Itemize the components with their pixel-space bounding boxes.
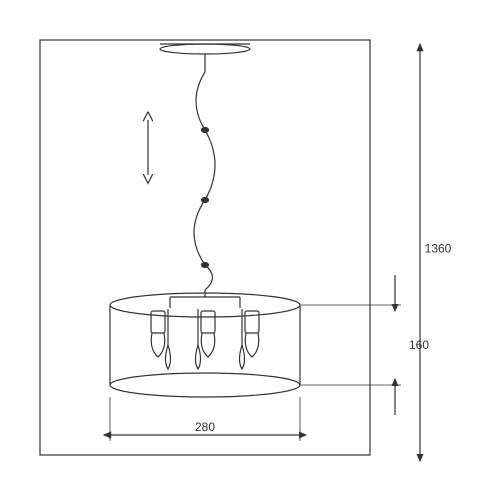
dimension-shade-height-value: 160	[409, 338, 429, 352]
crystal-drop	[166, 345, 171, 369]
bulb	[151, 333, 165, 357]
bulb	[201, 333, 215, 357]
cable-bead	[202, 198, 209, 203]
lamp-dimension-diagram: 280 160 1360	[0, 0, 500, 500]
dimension-width-value: 280	[195, 420, 215, 434]
crystal-drop	[240, 345, 245, 369]
bulb-socket	[151, 311, 165, 333]
suspension-cable	[194, 72, 215, 290]
shade-bottom-rim	[110, 373, 300, 397]
cable-bead	[202, 263, 209, 268]
bulb-socket	[245, 311, 259, 333]
cable-bead	[202, 128, 209, 133]
bulb	[245, 333, 259, 357]
frame	[40, 40, 370, 455]
dimension-total-height-value: 1360	[425, 242, 452, 256]
crystal-drop	[196, 345, 201, 369]
bulb-socket	[201, 311, 215, 333]
ceiling-canopy	[160, 44, 250, 54]
